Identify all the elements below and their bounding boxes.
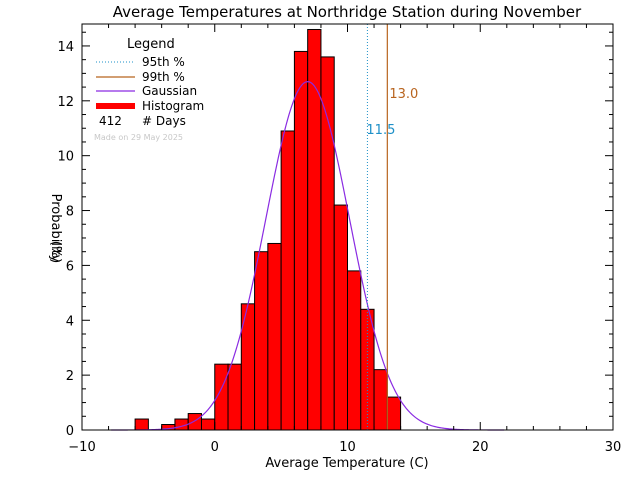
percentile-99-label: 13.0 [389, 87, 418, 102]
y-tick-label: 14 [57, 40, 74, 55]
legend-title: Legend [127, 37, 175, 52]
y-tick-label: 2 [66, 369, 74, 384]
days-label: # Days [142, 114, 186, 128]
days-count: 412 [99, 114, 122, 128]
made-on-note: Made on 29 May 2025 [94, 133, 183, 142]
x-tick-label: 30 [605, 440, 622, 455]
x-tick-label: 0 [211, 440, 219, 455]
histogram-bar [373, 369, 388, 431]
histogram-bar [254, 251, 269, 431]
histogram-bar [293, 50, 309, 431]
chart-title: Average Temperatures at Northridge Stati… [113, 3, 582, 21]
y-axis-unit: (%) [48, 241, 63, 264]
y-tick-label: 12 [57, 95, 74, 110]
percentile-95-label: 11.5 [366, 123, 395, 138]
y-tick-label: 4 [66, 314, 74, 329]
histogram-bars [134, 28, 402, 431]
y-tick-label: 10 [57, 150, 74, 165]
legend-label-95th: 95th % [142, 55, 185, 69]
y-axis-ticks: 0 2 4 6 8 10 12 14 [57, 31, 613, 439]
histogram-bar [227, 363, 242, 431]
x-axis-ticks: −10 0 10 20 30 [68, 24, 621, 455]
histogram-bar [267, 242, 282, 431]
y-tick-label: 8 [66, 205, 74, 220]
x-axis-label: Average Temperature (C) [265, 456, 428, 471]
legend: Legend 95th % 99th % Gaussian Histogram … [94, 37, 204, 142]
y-tick-label: 6 [66, 259, 74, 274]
gaussian-curve [111, 81, 505, 431]
y-axis-label: Probability [48, 194, 63, 263]
histogram-bar [333, 204, 349, 431]
legend-label-histogram: Histogram [142, 99, 204, 113]
x-tick-label: −10 [68, 440, 95, 455]
legend-label-99th: 99th % [142, 70, 185, 84]
percentile-lines: 11.5 13.0 [366, 24, 418, 430]
histogram-bar [200, 418, 216, 431]
legend-label-gaussian: Gaussian [142, 84, 197, 98]
histogram-bar [134, 418, 149, 431]
histogram-bar [320, 56, 335, 431]
gaussian-curve-layer [111, 81, 505, 431]
histogram-bar [280, 130, 295, 431]
x-tick-label: 20 [472, 440, 489, 455]
histogram-bar [307, 28, 322, 431]
histogram-bar [347, 270, 362, 431]
histogram-bar [386, 396, 402, 431]
y-tick-label: 0 [66, 424, 74, 439]
x-tick-label: 10 [339, 440, 356, 455]
histogram-bar [187, 413, 202, 431]
